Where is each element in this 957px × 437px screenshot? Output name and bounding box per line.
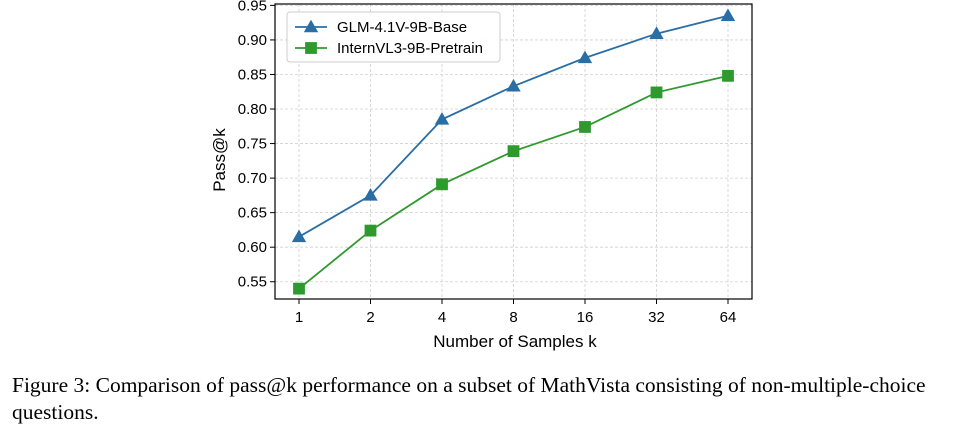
legend-marker: [303, 19, 319, 33]
y-tick-label: 0.85: [238, 66, 267, 83]
data-point: [650, 86, 663, 99]
y-axis-label: Pass@k: [210, 128, 229, 192]
legend: GLM-4.1V-9B-Base InternVL3-9B-Pretrain: [286, 11, 501, 63]
line-chart: 0.55 0.60 0.65 0.70 0.75 0.80 0.85 0.90 0.95 1 2 4 8…: [210, 0, 753, 351]
y-tick-label: 0.80: [238, 101, 267, 118]
data-point: [720, 8, 736, 22]
x-tick-label: 32: [648, 309, 665, 326]
plot-frame: [274, 3, 753, 300]
x-tick-label: 16: [577, 309, 594, 326]
data-point: [577, 50, 593, 64]
data-point: [364, 224, 377, 237]
data-point: [434, 112, 450, 125]
x-tick-label: 2: [366, 309, 374, 326]
y-tick-label: 0.55: [238, 274, 267, 291]
x-tick-label: 8: [509, 309, 517, 326]
figure-caption: Figure 3: Comparison of pass@k performan…: [12, 373, 926, 424]
y-tick-label: 0.60: [238, 239, 267, 256]
axes: 0.55 0.60 0.65 0.70 0.75 0.80 0.85 0.90 0.95 1 2 4 8…: [238, 0, 753, 326]
data-point: [291, 229, 307, 243]
data-point: [579, 121, 591, 133]
data-point: [649, 26, 664, 39]
y-tick-label: 0.75: [238, 136, 267, 153]
legend-item: GLM-4.1V-9B-Base: [295, 19, 467, 36]
y-tick-label: 0.70: [238, 170, 267, 187]
x-tick-label: 4: [438, 309, 446, 326]
series-0: [291, 8, 736, 243]
data-point: [506, 78, 521, 92]
legend-label: GLM-4.1V-9B-Base: [337, 19, 467, 36]
data-point: [293, 282, 305, 295]
y-tick-label: 0.90: [238, 32, 267, 49]
data-point: [436, 178, 448, 191]
x-axis-label: Number of Samples k: [433, 332, 597, 351]
data-point: [722, 69, 734, 82]
legend-item: InternVL3-9B-Pretrain: [295, 40, 483, 57]
legend-marker: [305, 42, 317, 54]
data-point: [507, 145, 520, 158]
series-layer: [291, 8, 736, 295]
legend-box: [286, 11, 501, 63]
y-tick-label: 0.65: [238, 205, 267, 222]
x-tick-label: 1: [295, 309, 303, 326]
data-point: [363, 188, 378, 201]
x-tick-label: 64: [720, 309, 737, 326]
y-tick-label: 0.95: [238, 0, 267, 14]
legend-label: InternVL3-9B-Pretrain: [337, 40, 483, 57]
series-1: [293, 69, 734, 295]
